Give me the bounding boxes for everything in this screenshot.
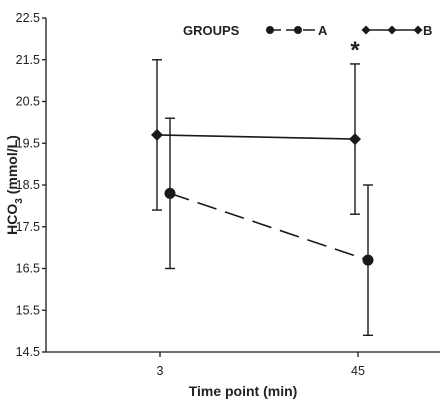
legend-entry-B: B [361,23,432,38]
y-tick-label: 17.5 [16,220,40,234]
data-point [362,254,374,266]
series-A [164,117,374,336]
y-tick-label: 16.5 [16,262,40,276]
x-axis: 3 45 [46,351,440,378]
legend-marker-B [361,25,371,35]
y-axis: 14.5 15.5 16.5 17.5 18.5 19.5 20.5 21.5 22.5 [16,11,47,359]
legend-marker-B [387,25,397,35]
y-axis-title-unit: (mmol/L) [4,135,20,198]
legend-marker-A [266,26,274,34]
legend-marker-A [294,26,302,34]
significance-marker: * [350,37,360,64]
legend: GROUPS A B [183,23,432,38]
y-tick-label: 21.5 [16,53,40,67]
data-point [151,128,163,141]
y-tick-label: 14.5 [16,345,40,359]
legend-entry-A: A [266,23,328,38]
legend-label-B: B [423,23,432,38]
y-tick-label: 22.5 [16,11,40,25]
data-point [164,187,176,199]
x-tick-label: 45 [351,364,365,378]
y-tick-label: 20.5 [16,95,40,109]
y-tick-label: 19.5 [16,136,40,150]
legend-marker-B [413,25,423,35]
y-tick-label: 18.5 [16,178,40,192]
series-line-A [169,192,369,261]
legend-title: GROUPS [183,23,240,38]
x-tick-label: 3 [157,364,164,378]
y-axis-title: HCO3 (mmol/L) [4,135,25,235]
y-axis-title-subscript: 3 [14,198,25,204]
x-axis-title: Time point (min) [189,383,298,399]
data-point [349,133,361,146]
y-tick-label: 15.5 [16,303,40,317]
legend-label-A: A [318,23,328,38]
series-line-B [156,134,356,140]
plot-area: * [151,37,374,336]
series-B [151,59,361,215]
y-axis-title-main: HCO [4,204,20,235]
